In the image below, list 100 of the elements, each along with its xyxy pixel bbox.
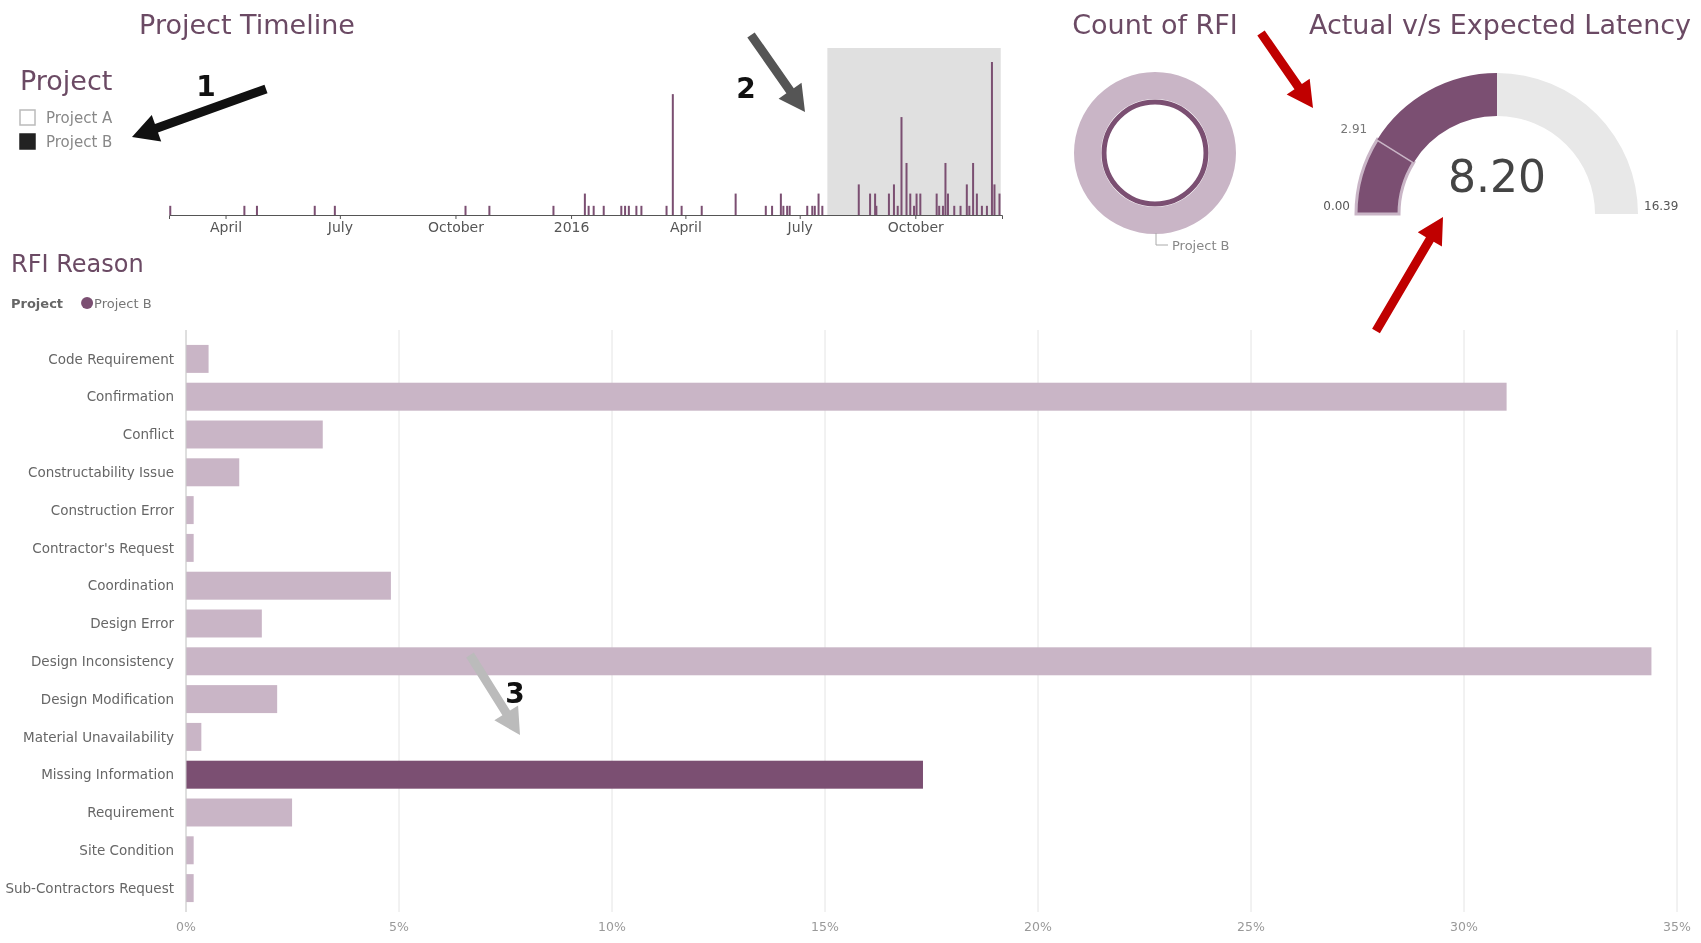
x-tick-label: October <box>427 218 485 235</box>
bar <box>186 760 923 789</box>
bar <box>488 205 491 215</box>
x-tick-label: 35% <box>1663 919 1692 934</box>
bar <box>186 571 391 600</box>
bar <box>734 193 737 215</box>
y-tick-label: Site Condition <box>79 842 174 859</box>
x-tick-label: July <box>326 218 353 235</box>
bar <box>464 205 467 215</box>
y-tick-label: Missing Information <box>41 766 174 783</box>
text: 2.91 <box>1340 122 1368 137</box>
bar <box>186 533 194 562</box>
chart-title: RFI Reason <box>11 250 144 278</box>
bar <box>915 193 918 215</box>
bar <box>313 205 316 215</box>
bar <box>627 205 630 215</box>
x-tick-label: 20% <box>1024 919 1053 934</box>
bar <box>779 193 782 215</box>
x-tick-label: 5% <box>389 919 410 934</box>
x-tick-label: April <box>210 218 243 235</box>
x-tick-label: 0% <box>176 919 197 934</box>
y-tick-label: Design Modification <box>40 690 174 707</box>
text: 8.20 <box>1448 151 1546 202</box>
bar <box>900 117 903 215</box>
bar <box>919 193 922 215</box>
bar <box>980 205 983 215</box>
bar <box>186 458 240 487</box>
chart-title: Actual v/s Expected Latency <box>1308 9 1692 40</box>
annotation: 2 <box>736 72 756 105</box>
bar <box>771 205 774 215</box>
y-tick-label: Material Unavailability <box>23 728 174 745</box>
text: 0.00 <box>1323 199 1350 213</box>
bar <box>620 205 623 215</box>
y-tick-label: Contractor's Request <box>32 539 174 556</box>
bar <box>186 382 1507 411</box>
x-tick-label: 2016 <box>553 218 590 235</box>
bar <box>640 205 643 215</box>
bar <box>552 205 555 215</box>
bar <box>186 685 278 714</box>
y-tick-label: Sub-Contractors Request <box>5 879 174 896</box>
x-tick-label: 10% <box>598 919 627 934</box>
y-tick-label: Conflict <box>122 426 174 443</box>
bar <box>700 205 703 215</box>
bar <box>985 205 988 215</box>
chart-title: Count of RFI <box>1072 9 1238 40</box>
bar <box>186 609 262 638</box>
bar <box>333 205 336 215</box>
y-tick-label: Requirement <box>87 804 174 821</box>
category-label: Project B <box>46 133 113 152</box>
bar <box>587 205 590 215</box>
chart-title: Project Timeline <box>139 9 355 40</box>
bar <box>592 205 595 215</box>
bar <box>186 344 209 373</box>
y-tick-label: Constructability Issue <box>28 464 174 481</box>
bar <box>764 205 767 215</box>
y-tick-label: Code Requirement <box>48 350 174 367</box>
bar <box>869 193 872 215</box>
bar <box>892 184 895 215</box>
bar <box>671 94 674 215</box>
bar <box>169 205 172 215</box>
bar <box>680 205 683 215</box>
legend-label: Project B <box>94 295 152 311</box>
bar <box>972 162 975 215</box>
bar <box>583 193 586 215</box>
bar <box>635 205 638 215</box>
bar <box>186 722 202 751</box>
annotation: 3 <box>505 677 525 710</box>
bar <box>186 836 194 865</box>
bar <box>186 420 323 449</box>
x-tick-label: April <box>669 218 702 235</box>
y-tick-label: Confirmation <box>86 388 174 405</box>
bar <box>959 205 962 215</box>
bar <box>998 193 1001 215</box>
x-tick-label: 30% <box>1450 919 1479 934</box>
y-tick-label: Design Error <box>90 615 175 632</box>
x-tick-label: October <box>887 218 945 235</box>
text: 16.39 <box>1644 199 1679 213</box>
bar <box>990 62 993 215</box>
x-tick-label: July <box>786 218 813 235</box>
slice-label: Project B <box>1172 238 1230 253</box>
category-label: Project A <box>46 109 114 128</box>
bar <box>857 184 860 215</box>
x-tick-label: 15% <box>811 919 840 934</box>
bar <box>806 205 809 215</box>
bar <box>665 205 668 215</box>
y-tick-label: Construction Error <box>50 501 175 518</box>
bar <box>975 193 978 215</box>
bar <box>817 193 820 215</box>
bar <box>602 205 605 215</box>
bar <box>255 205 258 215</box>
y-tick-label: Design Inconsistency <box>30 653 175 670</box>
annotation: 1 <box>196 70 216 103</box>
bar <box>243 205 246 215</box>
bar <box>953 205 956 215</box>
bar <box>186 874 194 903</box>
bar <box>965 184 968 215</box>
bar <box>944 162 947 215</box>
bar <box>186 496 194 525</box>
x-tick-label: 25% <box>1237 919 1266 934</box>
text: Project <box>20 65 113 96</box>
